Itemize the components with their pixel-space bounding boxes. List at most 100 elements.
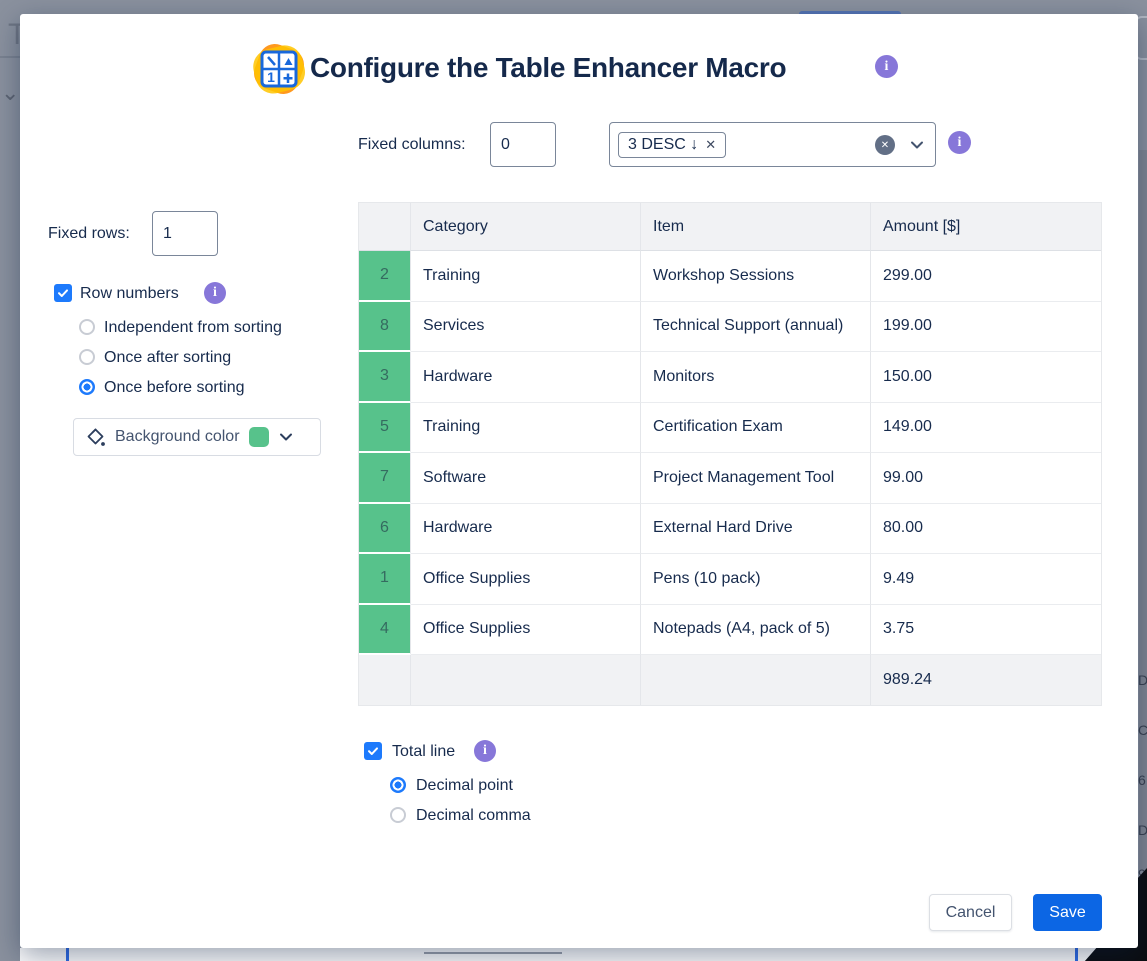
select-chevron-down-icon[interactable] — [909, 137, 925, 153]
amount-cell: 3.75 — [871, 604, 1101, 655]
radio-decimal-point[interactable] — [390, 777, 406, 793]
save-button[interactable]: Save — [1033, 894, 1102, 931]
total-empty-cell — [411, 655, 641, 705]
table-row: 7 Software Project Management Tool 99.00 — [359, 453, 1101, 504]
radio-decimal-comma[interactable] — [390, 807, 406, 823]
radio-label: Decimal comma — [416, 807, 531, 824]
background-color-button[interactable]: Background color — [73, 418, 321, 456]
amount-cell: 199.00 — [871, 301, 1101, 352]
item-cell: Monitors — [641, 352, 871, 403]
dialog-title: Configure the Table Enhancer Macro — [310, 52, 787, 83]
category-cell: Office Supplies — [411, 554, 641, 605]
radio-label: Once after sorting — [104, 349, 232, 366]
table-row: 5 Training Certification Exam 149.00 — [359, 402, 1101, 453]
total-amount-cell: 989.24 — [871, 655, 1101, 705]
table-row: 3 Hardware Monitors 150.00 — [359, 352, 1101, 403]
row-number-cell: 7 — [359, 453, 411, 504]
fixed-columns-label: Fixed columns: — [358, 136, 466, 153]
preview-table: Category Item Amount [$] 2 Training Work… — [358, 202, 1102, 706]
chevron-down-icon: ⌄ — [1, 80, 20, 105]
row-numbers-info-icon[interactable] — [204, 282, 226, 304]
item-cell: Pens (10 pack) — [641, 554, 871, 605]
category-cell: Training — [411, 251, 641, 302]
item-cell: Notepads (A4, pack of 5) — [641, 604, 871, 655]
header-cell-amount: Amount [$] — [871, 203, 1101, 251]
amount-cell: 99.00 — [871, 453, 1101, 504]
total-empty-cell — [359, 655, 411, 705]
table-enhancer-logo-icon: 1 — [253, 44, 306, 94]
table-body: 2 Training Workshop Sessions 299.00 8 Se… — [359, 251, 1101, 655]
backdrop-table-band-fragment — [1139, 150, 1147, 870]
page-bottom-blue-line — [66, 948, 69, 961]
sort-tag-label: 3 DESC ↓ — [628, 135, 699, 153]
row-number-cell: 1 — [359, 554, 411, 605]
radio-label: Once before sorting — [104, 379, 245, 396]
row-number-cell: 6 — [359, 503, 411, 554]
backdrop-edge-letter: 6 — [1138, 772, 1146, 788]
row-number-cell: 8 — [359, 301, 411, 352]
check-icon — [368, 747, 378, 755]
radio-independent-from-sorting[interactable] — [79, 319, 95, 335]
background-color-label: Background color — [115, 428, 240, 445]
amount-cell: 9.49 — [871, 554, 1101, 605]
radio-label: Decimal point — [416, 777, 513, 794]
fixed-rows-label: Fixed rows: — [48, 225, 130, 242]
category-cell: Office Supplies — [411, 604, 641, 655]
macro-config-dialog: 1 Configure the Table Enhancer Macro Fix… — [20, 14, 1138, 948]
check-icon — [58, 289, 68, 297]
backdrop-edge-letter: C — [1138, 722, 1147, 738]
category-cell: Training — [411, 402, 641, 453]
page-bottom-blue-line — [1075, 948, 1078, 961]
sort-select-info-icon[interactable] — [948, 131, 971, 154]
backdrop-divider-fragment — [0, 56, 20, 58]
radio-label: Independent from sorting — [104, 319, 282, 336]
clear-select-icon[interactable] — [875, 135, 895, 155]
total-line-checkbox[interactable] — [364, 742, 382, 760]
paint-bucket-icon — [87, 428, 105, 446]
amount-cell: 150.00 — [871, 352, 1101, 403]
row-number-cell: 5 — [359, 402, 411, 453]
backdrop-edge-letter: D — [1138, 672, 1147, 688]
table-row: 1 Office Supplies Pens (10 pack) 9.49 — [359, 554, 1101, 605]
svg-text:1: 1 — [267, 69, 275, 85]
page-bottom-gray-line — [424, 952, 562, 954]
backdrop-edge-letter: D — [1138, 822, 1147, 838]
amount-cell: 149.00 — [871, 402, 1101, 453]
item-cell: External Hard Drive — [641, 503, 871, 554]
total-empty-cell — [641, 655, 871, 705]
item-cell: Workshop Sessions — [641, 251, 871, 302]
color-swatch — [248, 427, 269, 447]
backdrop-blue-button-fragment — [799, 11, 901, 16]
radio-once-before-sorting[interactable] — [79, 379, 95, 395]
table-row: 6 Hardware External Hard Drive 80.00 — [359, 503, 1101, 554]
table-total-row: 989.24 — [359, 655, 1101, 705]
total-line-info-icon[interactable] — [474, 740, 496, 762]
category-cell: Hardware — [411, 352, 641, 403]
page-bottom-strip — [20, 948, 1147, 961]
cancel-button[interactable]: Cancel — [929, 894, 1012, 931]
category-cell: Services — [411, 301, 641, 352]
row-number-cell: 2 — [359, 251, 411, 302]
header-cell-item: Item — [641, 203, 871, 251]
remove-tag-icon[interactable] — [705, 137, 716, 153]
fixed-columns-input[interactable] — [490, 122, 556, 167]
sort-column-select[interactable]: 3 DESC ↓ — [609, 122, 936, 167]
item-cell: Project Management Tool — [641, 453, 871, 504]
radio-once-after-sorting[interactable] — [79, 349, 95, 365]
total-line-label: Total line — [392, 743, 456, 760]
header-cell-category: Category — [411, 203, 641, 251]
amount-cell: 299.00 — [871, 251, 1101, 302]
row-number-cell: 4 — [359, 604, 411, 655]
item-cell: Certification Exam — [641, 402, 871, 453]
row-number-cell: 3 — [359, 352, 411, 403]
table-header-row: Category Item Amount [$] — [359, 203, 1101, 251]
amount-cell: 80.00 — [871, 503, 1101, 554]
row-numbers-label: Row numbers — [80, 285, 179, 302]
row-numbers-checkbox[interactable] — [54, 284, 72, 302]
table-row: 8 Services Technical Support (annual) 19… — [359, 301, 1101, 352]
fixed-rows-input[interactable] — [152, 211, 218, 256]
table-row: 4 Office Supplies Notepads (A4, pack of … — [359, 604, 1101, 655]
sort-tag: 3 DESC ↓ — [618, 131, 727, 158]
title-info-icon[interactable] — [875, 55, 898, 78]
header-cell-num — [359, 203, 411, 251]
